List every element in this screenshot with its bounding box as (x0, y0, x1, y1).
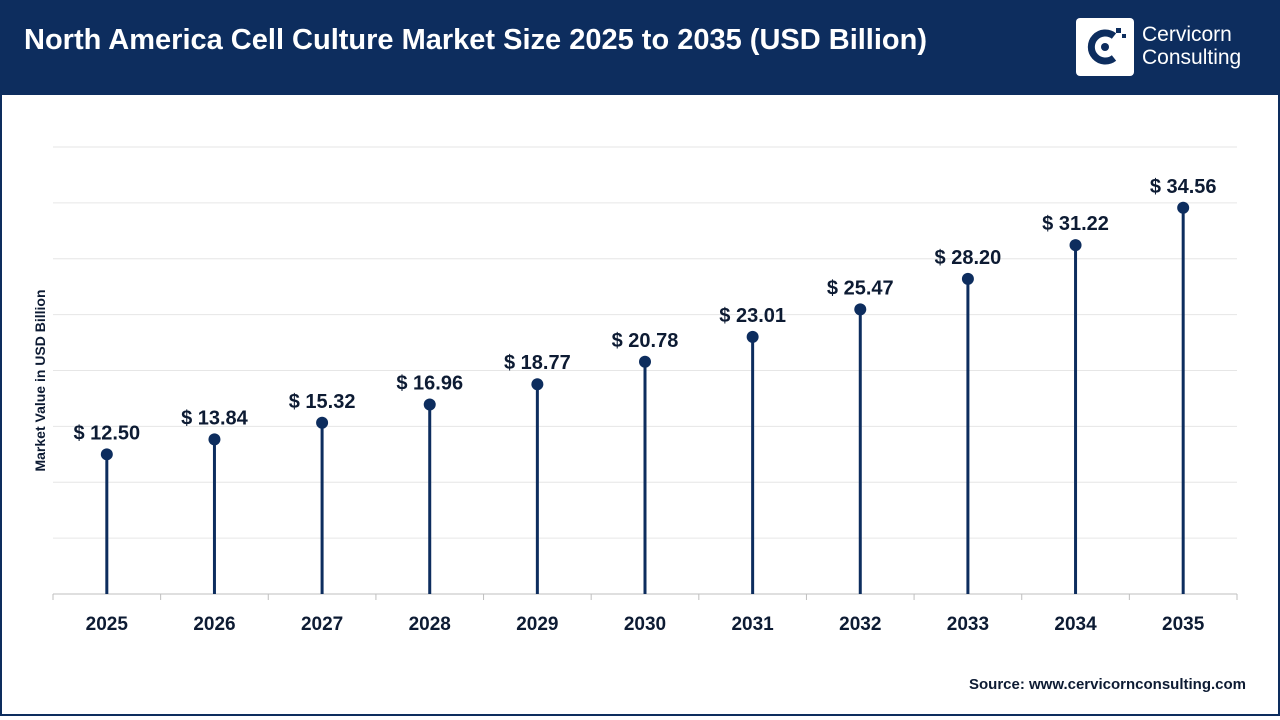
x-tick-label: 2027 (301, 614, 343, 635)
data-label: $ 23.01 (719, 305, 786, 327)
lollipop-marker (961, 272, 974, 285)
x-tick-label: 2028 (409, 614, 451, 635)
logo-text: Cervicorn Consulting (1142, 23, 1241, 69)
lollipop-marker (208, 433, 221, 446)
data-label: $ 31.22 (1042, 213, 1109, 235)
data-label: $ 16.96 (396, 372, 463, 394)
lollipop-marker (1177, 201, 1190, 214)
data-label: $ 28.20 (935, 247, 1002, 269)
logo-line-1: Cervicorn (1142, 23, 1232, 46)
data-label: $ 13.84 (181, 407, 249, 429)
x-tick-label: 2030 (624, 614, 666, 635)
lollipop-marker (1069, 239, 1082, 252)
x-tick-label: 2029 (516, 614, 558, 635)
lollipop-marker (854, 303, 867, 316)
x-tick-label: 2031 (731, 614, 774, 635)
lollipop-marker (316, 416, 329, 429)
logo-mark-icon (1076, 18, 1134, 76)
chart-title: North America Cell Culture Market Size 2… (24, 24, 928, 56)
x-tick-label: 2033 (947, 614, 989, 635)
source-note: Source: www.cervicornconsulting.com (968, 676, 1246, 693)
header-bar: North America Cell Culture Market Size 2… (0, 0, 1280, 95)
data-label: $ 25.47 (827, 277, 894, 299)
lollipop-marker (639, 355, 651, 368)
company-logo: Cervicorn Consulting (1076, 18, 1266, 78)
x-tick-label: 2035 (1162, 614, 1205, 635)
x-tick-label: 2025 (86, 614, 129, 635)
data-label: $ 12.50 (73, 422, 140, 444)
lollipop-marker (100, 448, 113, 461)
data-label: $ 15.32 (289, 391, 356, 413)
logo-line-2: Consulting (1142, 46, 1242, 69)
lollipop-marker (531, 378, 544, 391)
x-tick-label: 2034 (1054, 614, 1097, 635)
chart-frame (0, 95, 1280, 716)
data-label: $ 34.56 (1150, 176, 1217, 198)
x-tick-label: 2026 (193, 614, 235, 635)
lollipop-marker (423, 398, 436, 411)
lollipop-marker (746, 330, 759, 343)
data-label: $ 18.77 (504, 352, 571, 374)
y-axis-label: Market Value in USD Billion (32, 289, 48, 471)
data-label: $ 20.78 (612, 330, 679, 352)
x-tick-label: 2032 (839, 614, 881, 635)
